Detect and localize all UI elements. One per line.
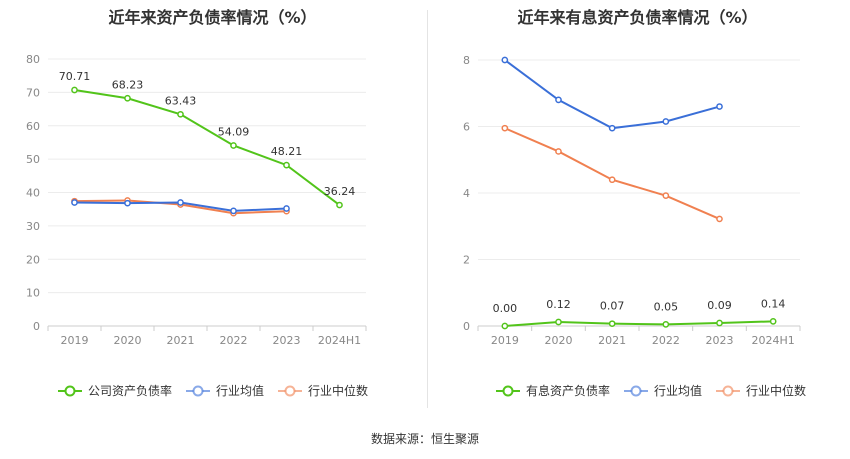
data-label: 0.05 [654,300,679,313]
y-tick-label: 50 [26,153,40,166]
y-tick-label: 6 [463,121,470,134]
y-tick-label: 4 [463,187,470,200]
data-point [177,199,184,206]
data-point [71,86,78,94]
data-label: 0.14 [761,297,786,310]
data-label: 36.24 [324,185,356,198]
y-tick-label: 0 [33,320,40,333]
legend-label: 有息资产负债率 [526,383,610,398]
data-point [608,320,616,328]
legend-swatch-marker [722,385,734,397]
data-point [124,199,131,207]
chart-title: 近年来有息资产负债率情况（%） [517,8,758,27]
series-line [504,127,720,220]
panel-divider [427,10,428,408]
data-label: 63.43 [165,94,197,107]
legend-item: 行业中位数 [716,383,806,398]
x-tick-label: 2022 [220,334,248,347]
y-tick-label: 30 [26,220,40,233]
legend-swatch-marker [502,385,514,397]
data-point [336,201,343,209]
y-tick-label: 40 [26,187,40,200]
data-point [501,56,509,64]
y-tick-label: 8 [463,54,470,67]
chart-panel-interest-debt-ratio: 近年来有息资产负债率情况（%） 0 2 4 6 8 2019 2020 2021 2022 202… [425,0,850,415]
legend-item: 行业均值 [624,383,702,398]
legend-swatch-marker [284,385,296,397]
y-tick-label: 60 [26,120,40,133]
data-label: 0.12 [546,298,571,311]
data-source-text: 数据来源：恒生聚源 [370,432,479,446]
chart-debt-ratio: 0 10 20 30 40 50 60 70 80 2019 2020 2021 2022 2023 202… [26,53,368,398]
data-point [555,96,562,104]
x-tick-label: 2022 [652,334,680,347]
data-point [555,148,562,155]
y-tick-label: 70 [26,86,40,99]
legend-label: 行业中位数 [308,383,368,398]
y-tick-label: 80 [26,53,40,66]
data-label: 54.09 [218,125,250,138]
legend-item: 行业均值 [186,383,264,398]
x-tick-label: 2019 [61,334,89,347]
data-label: 0.07 [600,300,625,313]
data-point [662,192,670,200]
legend-swatch-marker [192,385,204,397]
legend-label: 行业均值 [216,383,264,398]
data-point [608,176,616,184]
data-point [283,205,290,212]
data-point [555,318,562,326]
data-point [662,118,670,125]
data-point [501,322,509,330]
series-line [504,59,720,130]
x-tick-label: 2024H1 [318,334,361,347]
data-label: 0.09 [707,299,732,312]
x-tick-label: 2020 [114,334,142,347]
data-label: 68.23 [112,78,144,91]
data-point [716,103,723,110]
legend-swatch-marker [64,385,76,397]
data-point [716,215,723,223]
y-tick-label: 0 [463,320,470,333]
legend-label: 行业均值 [654,383,702,398]
chart-title: 近年来资产负债率情况（%） [108,8,317,27]
x-tick-label: 2023 [273,334,301,347]
chart-panel-debt-ratio: 近年来资产负债率情况（%） 0 10 20 30 40 50 60 70 80 2019 2020 2… [0,0,425,415]
y-tick-label: 2 [463,254,470,267]
x-tick-label: 2021 [167,334,195,347]
x-tick-label: 2019 [491,334,519,347]
data-point [716,319,723,327]
series-line [504,320,774,327]
series-line [74,89,341,206]
y-tick-label: 20 [26,253,40,266]
legend-item: 公司资产负债率 [58,383,172,398]
data-source: 数据来源：恒生聚源 [0,430,850,447]
data-point [177,110,184,118]
data-point [501,124,509,132]
data-point [283,161,290,169]
data-point [230,207,237,215]
data-label: 48.21 [271,145,303,158]
data-point [230,142,237,149]
x-tick-label: 2023 [706,334,734,347]
data-point [124,94,131,102]
legend-label: 公司资产负债率 [88,383,172,398]
legend-swatch-marker [630,385,642,397]
legend-item: 有息资产负债率 [496,383,610,398]
y-tick-label: 10 [26,287,40,300]
x-tick-label: 2021 [598,334,626,347]
data-label: 0.00 [493,302,517,315]
data-point [769,317,777,325]
legend-label: 行业中位数 [746,383,806,398]
data-label: 70.71 [59,70,91,83]
data-point [71,199,78,206]
chart-interest-debt-ratio: 0 2 4 6 8 2019 2020 2021 2022 2023 2024H1 0.00 0.12 0… [463,54,806,398]
data-point [608,124,616,132]
legend-item: 行业中位数 [278,383,368,398]
data-point [662,320,670,328]
x-tick-label: 2020 [545,334,573,347]
x-tick-label: 2024H1 [752,334,795,347]
